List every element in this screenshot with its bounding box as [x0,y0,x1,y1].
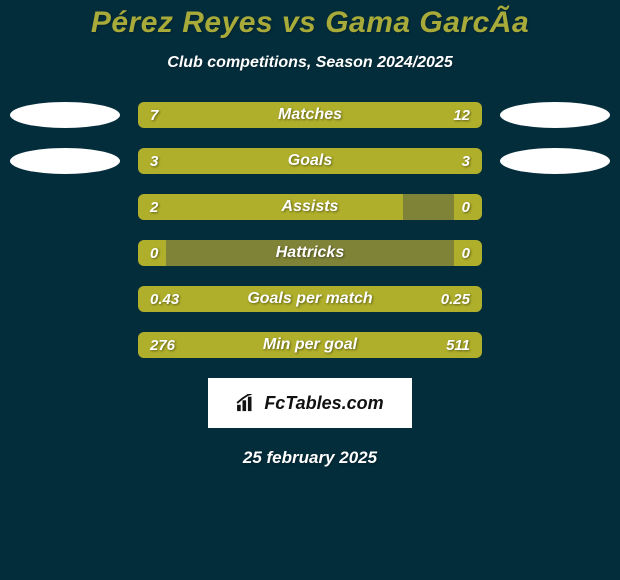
bar-segment-right [310,148,482,174]
stat-value-right: 0 [462,240,470,266]
stat-value-left: 7 [150,102,158,128]
player-left-oval [10,148,120,174]
stat-row: 20Assists [0,194,620,220]
stat-bar: 0.430.25Goals per match [138,286,482,312]
stat-value-right: 3 [462,148,470,174]
date-line: 25 february 2025 [0,448,620,468]
player-left-oval [10,102,120,128]
player-right-oval [500,102,610,128]
stat-bar: 0 0Hattricks [138,240,482,266]
stat-bar: 20Assists [138,194,482,220]
subtitle: Club competitions, Season 2024/2025 [0,54,620,72]
stat-bar: 276511Min per goal [138,332,482,358]
page-title: Pérez Reyes vs Gama GarcÃ­a [0,6,620,40]
stat-value-left: 0.43 [150,286,179,312]
logo-badge: FcTables.com [208,378,412,428]
stat-row: 0 0Hattricks [0,240,620,266]
bar-chart-icon [236,394,258,412]
stat-value-right: 0 [462,194,470,220]
stat-row: 0.430.25Goals per match [0,286,620,312]
logo-text: FcTables.com [264,393,383,414]
bar-segment-left [138,194,403,220]
stat-rows: 712Matches33Goals20Assists00Hattricks0.4… [0,102,620,358]
bar-segment-right [265,102,482,128]
stat-bar: 33Goals [138,148,482,174]
stat-value-right: 511 [446,332,470,358]
stat-value-left: 0 [150,240,158,266]
stat-row: 33Goals [0,148,620,174]
bar-segment-left [138,148,310,174]
stat-label: Hattricks [138,240,482,266]
stat-value-right: 12 [453,102,470,128]
stat-value-left: 3 [150,148,158,174]
stat-value-left: 276 [150,332,175,358]
player-right-oval [500,148,610,174]
comparison-card: Pérez Reyes vs Gama GarcÃ­a Club competi… [0,0,620,580]
stat-row: 276511Min per goal [0,332,620,358]
stat-value-left: 2 [150,194,158,220]
stat-row: 712Matches [0,102,620,128]
stat-bar: 712Matches [138,102,482,128]
stat-value-right: 0.25 [441,286,470,312]
